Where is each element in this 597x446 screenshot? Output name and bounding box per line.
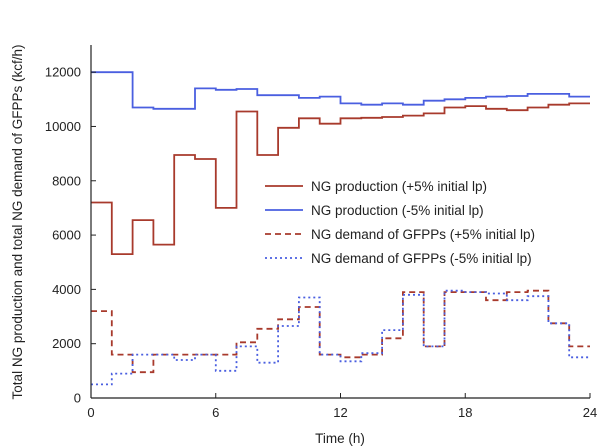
y-tick-label: 6000 bbox=[52, 228, 81, 243]
legend-item-4: NG demand of GFPPs (-5% initial lp) bbox=[265, 251, 532, 266]
x-tick-label: 12 bbox=[333, 405, 347, 420]
series-3 bbox=[91, 289, 590, 374]
y-tick-label: 0 bbox=[74, 391, 81, 406]
legend: NG production (+5% initial lp) NG product… bbox=[265, 179, 535, 266]
legend-item-2: NG production (-5% initial lp) bbox=[265, 203, 484, 218]
series-line-1 bbox=[91, 102, 590, 255]
x-tick-label: 0 bbox=[87, 405, 94, 420]
legend-label: NG demand of GFPPs (+5% initial lp) bbox=[311, 227, 535, 242]
legend-item-1: NG production (+5% initial lp) bbox=[265, 179, 487, 194]
ticks-layer: 0 6 12 18 24 0 2000 4000 6000 8000 10000 12000 bbox=[45, 65, 597, 420]
legend-label: NG production (-5% initial lp) bbox=[311, 203, 484, 218]
y-tick-label: 2000 bbox=[52, 336, 81, 351]
x-tick-label: 6 bbox=[212, 405, 219, 420]
y-tick-label: 10000 bbox=[45, 119, 81, 134]
y-tick-label: 12000 bbox=[45, 65, 81, 80]
legend-label: NG demand of GFPPs (-5% initial lp) bbox=[311, 251, 532, 266]
x-tick-label: 18 bbox=[458, 405, 472, 420]
series-1 bbox=[91, 102, 590, 255]
series-line-3 bbox=[91, 289, 590, 374]
series-layer bbox=[91, 71, 590, 386]
series-line-2 bbox=[91, 71, 590, 110]
legend-item-3: NG demand of GFPPs (+5% initial lp) bbox=[265, 227, 535, 242]
series-2 bbox=[91, 71, 590, 110]
x-axis-title: Time (h) bbox=[315, 431, 365, 446]
legend-label: NG production (+5% initial lp) bbox=[311, 179, 487, 194]
series-4 bbox=[91, 289, 590, 386]
y-tick-label: 4000 bbox=[52, 282, 81, 297]
series-line-4 bbox=[91, 289, 590, 386]
x-tick-label: 24 bbox=[583, 405, 597, 420]
y-axis-title: Total NG production and total NG demand … bbox=[10, 45, 25, 400]
y-tick-label: 8000 bbox=[52, 173, 81, 188]
